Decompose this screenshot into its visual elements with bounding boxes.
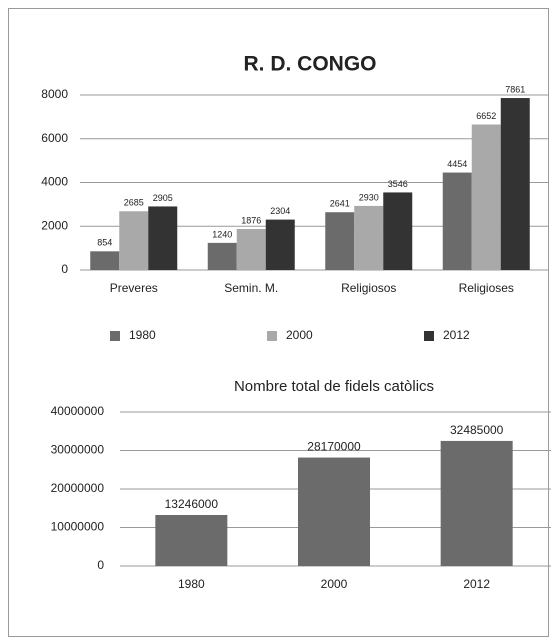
data-label: 2930 (359, 192, 379, 202)
bar (325, 212, 355, 270)
data-label: 3546 (388, 179, 408, 189)
data-label: 6652 (476, 111, 496, 121)
data-label: 2685 (124, 198, 144, 208)
bar (500, 98, 530, 271)
y-tick-label: 40000000 (51, 404, 105, 418)
data-label: 2641 (330, 199, 350, 209)
data-label: 28170000 (307, 440, 361, 454)
chart-title: R. D. CONGO (243, 53, 376, 76)
data-label: 1876 (241, 215, 261, 225)
legend-label: 2012 (443, 328, 470, 342)
bar (298, 457, 370, 566)
legend-swatch (110, 331, 120, 341)
y-tick-label: 4000 (41, 175, 68, 189)
bar (119, 211, 149, 270)
data-label: 2304 (270, 206, 290, 216)
chart-title: Nombre total de fidels catòlics (234, 378, 434, 395)
x-tick-label: 2000 (321, 577, 348, 591)
data-label: 4454 (447, 159, 467, 169)
bar (236, 228, 266, 270)
legend-swatch (424, 331, 434, 341)
x-tick-label: Semin. M. (224, 281, 278, 295)
bar (471, 124, 501, 270)
data-label: 1240 (212, 229, 232, 239)
bar (148, 206, 178, 270)
y-tick-label: 8000 (41, 87, 68, 101)
y-tick-label: 10000000 (51, 520, 105, 534)
y-tick-label: 6000 (41, 131, 68, 145)
bar (207, 242, 237, 270)
x-tick-label: Religioses (459, 281, 514, 295)
x-tick-label: Preveres (110, 281, 158, 295)
y-tick-label: 0 (61, 262, 68, 276)
data-label: 32485000 (450, 423, 504, 437)
bar (354, 205, 384, 270)
bar (265, 219, 295, 270)
y-tick-label: 20000000 (51, 481, 105, 495)
bar (383, 192, 413, 270)
bar (442, 172, 472, 270)
y-tick-label: 2000 (41, 218, 68, 232)
legend-swatch (267, 331, 277, 341)
data-label: 854 (97, 238, 112, 248)
data-label: 2905 (153, 193, 173, 203)
x-tick-label: 1980 (178, 577, 205, 591)
bar (155, 515, 228, 566)
x-tick-label: 2012 (463, 577, 490, 591)
data-label: 13246000 (165, 497, 219, 511)
data-label: 7861 (505, 84, 525, 94)
legend-label: 1980 (129, 328, 156, 342)
y-tick-label: 30000000 (51, 443, 105, 457)
bar (90, 251, 120, 270)
y-tick-label: 0 (97, 558, 104, 572)
x-tick-label: Religiosos (341, 281, 396, 295)
legend-label: 2000 (286, 328, 313, 342)
bar (440, 440, 513, 566)
